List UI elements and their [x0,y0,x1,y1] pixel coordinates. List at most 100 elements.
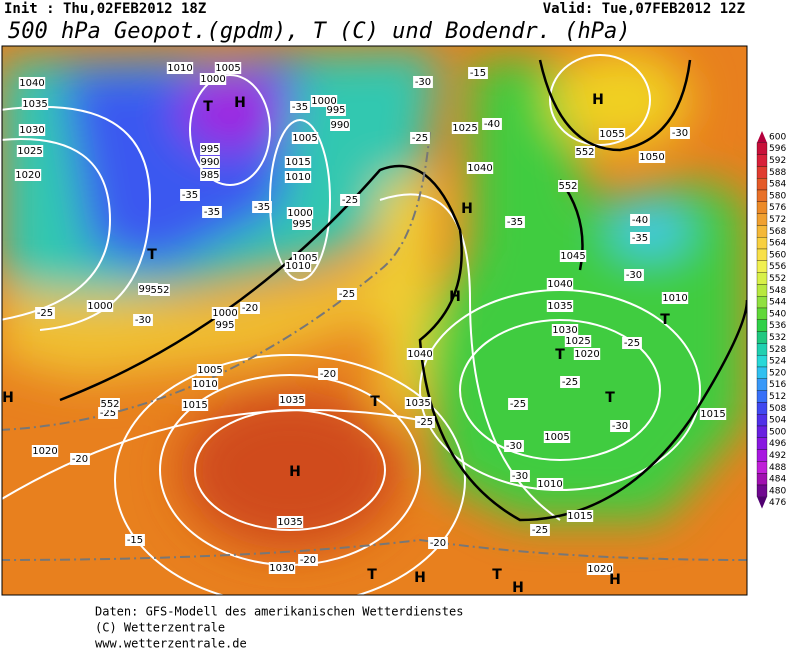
pressure-center: H [234,95,246,111]
contour-label: 1050 [639,152,664,163]
colorbar-label: 488 [769,463,786,473]
contour-label: -30 [672,128,688,139]
pressure-center: H [461,201,473,217]
contour-label: -35 [204,207,220,218]
label-box [586,563,614,575]
colorbar-cell [756,390,768,403]
label-box [564,335,592,347]
contour-label: 1035 [547,301,572,312]
colorbar-cell [756,201,768,214]
contour-label: -25 [510,399,526,410]
label-box [21,98,49,110]
colorbar-label: 572 [769,215,786,225]
contour-label: 1010 [537,479,562,490]
label-box [240,302,260,314]
colorbar-cell [756,378,768,391]
label-box [166,62,194,74]
colorbar-label: 592 [769,156,786,166]
map-area [2,46,747,595]
map-border [1,45,748,596]
contour-label: 552 [558,181,577,192]
contour-label: 1020 [587,564,612,575]
colorbar-cell [756,437,768,450]
pressure-center: H [2,390,14,406]
label-box [214,62,242,74]
label-box [559,250,587,262]
label-box [199,73,227,85]
colorbar-cell [756,272,768,285]
label-box [31,445,59,457]
contour-label: -20 [242,303,258,314]
contour-label: 1025 [17,146,42,157]
colorbar-label: 508 [769,404,786,414]
contour-label: -25 [532,525,548,536]
label-box [406,348,434,360]
pressure-center: H [609,572,621,588]
label-box [18,124,46,136]
colorbar-cell [756,461,768,474]
label-box [546,278,574,290]
colorbar-cell [756,307,768,320]
label-box [575,146,595,158]
contour-label: 1000 [87,301,112,312]
colorbar-cell [756,473,768,486]
label-box [276,516,304,528]
label-box [558,180,578,192]
contour-label: -30 [512,471,528,482]
label-box [566,510,594,522]
contour-label: 1020 [15,170,40,181]
valid-time: Valid: Tue,07FEB2012 12Z [543,1,745,17]
label-box [610,420,630,432]
label-box [598,128,626,140]
pressure-center: T [605,390,615,406]
label-box [530,524,550,536]
label-box [298,554,318,566]
contour-label: -30 [626,270,642,281]
contour-label: 990 [200,157,219,168]
label-box [546,300,574,312]
pressure-center: H [512,580,524,596]
label-box [337,288,357,300]
contour-label: 995 [215,320,234,331]
label-box [200,143,220,155]
colorbar-label: 528 [769,345,786,355]
contour-label: 1025 [452,123,477,134]
contour-label: 1030 [269,563,294,574]
label-box [278,394,306,406]
contour-label: -25 [624,338,640,349]
label-box [413,76,433,88]
label-box [560,376,580,388]
contour-label: 1010 [192,379,217,390]
contour-label: -40 [632,215,648,226]
contour-label: -25 [100,408,116,419]
contour-label: -25 [37,308,53,319]
label-box [200,169,220,181]
pressure-center: T [203,99,213,115]
label-box [504,440,524,452]
label-box [318,368,338,380]
contour-label: 552 [100,399,119,410]
colorbar-label: 548 [769,286,786,296]
contour-label: -30 [135,315,151,326]
pressure-center: T [492,567,502,583]
colorbar-cell [756,319,768,332]
label-box [200,156,220,168]
label-box [510,470,530,482]
colorbar-cell [757,131,767,143]
contour-label: 1035 [405,398,430,409]
footer-line: (C) Wetterzentrale [95,621,225,635]
colorbar-cell [756,284,768,297]
contour-label: 1015 [567,511,592,522]
colorbar-label: 504 [769,416,786,426]
colorbar-label: 500 [769,427,786,437]
label-box [292,218,312,230]
label-box [252,201,272,213]
contour-label: -20 [72,454,88,465]
contour-label: 1040 [407,349,432,360]
label-box [18,77,46,89]
colorbar-label: 560 [769,250,786,260]
label-box [133,314,153,326]
contour-label: 1015 [700,409,725,420]
label-box [410,132,430,144]
contour-label: 1005 [197,365,222,376]
